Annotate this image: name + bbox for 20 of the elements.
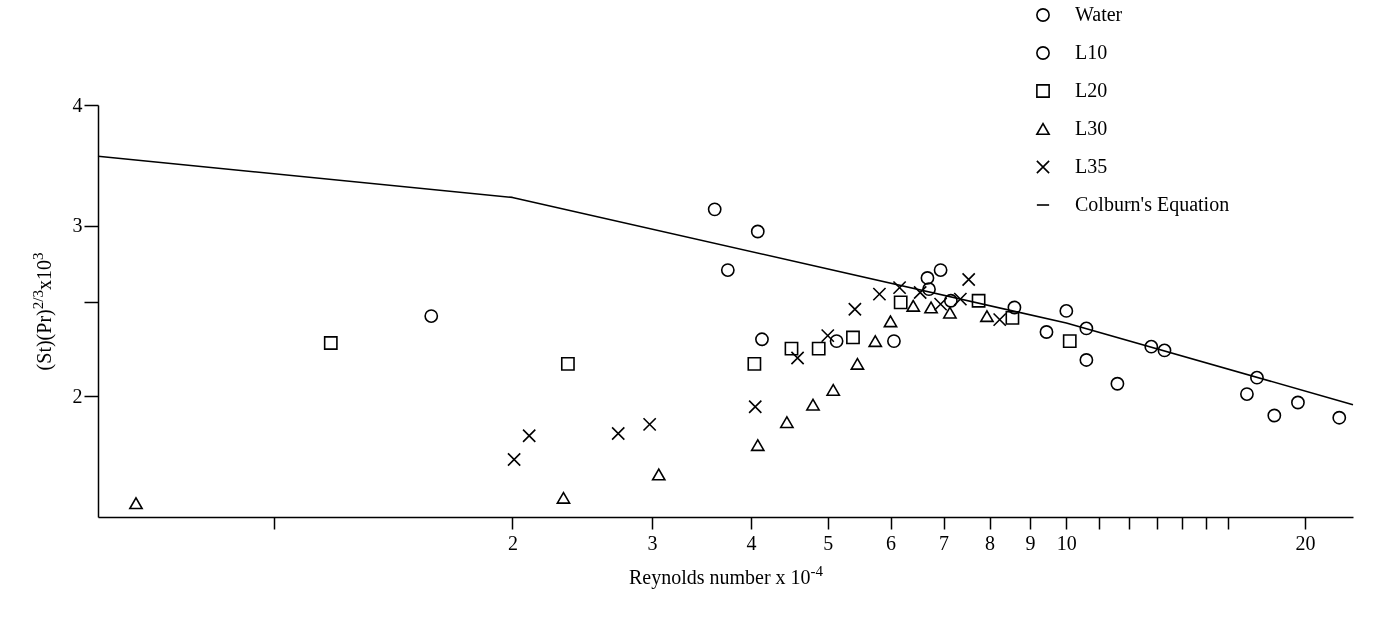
y-tick-label: 4 bbox=[72, 93, 83, 116]
x-tick-label: 5 bbox=[823, 531, 834, 554]
x-tick-label: 2 bbox=[507, 531, 518, 554]
legend-label: L30 bbox=[1075, 117, 1108, 139]
legend-label: L10 bbox=[1075, 41, 1108, 63]
x-tick-label: 6 bbox=[886, 531, 897, 554]
x-tick-label: 4 bbox=[746, 531, 757, 554]
x-tick-label: 20 bbox=[1295, 531, 1316, 554]
legend-label: Water bbox=[1075, 3, 1123, 25]
y-tick-label: 2 bbox=[72, 384, 83, 407]
legend-label: L20 bbox=[1075, 79, 1108, 101]
x-tick-label: 3 bbox=[647, 531, 658, 554]
x-tick-label: 9 bbox=[1025, 531, 1036, 554]
x-tick-label: 7 bbox=[939, 531, 950, 554]
legend-label: L35 bbox=[1075, 155, 1108, 177]
x-axis-title: Reynolds number x 10$^{-4}$ bbox=[628, 562, 824, 589]
legend-label: Colburn's Equation bbox=[1075, 193, 1230, 216]
x-tick-label: 8 bbox=[985, 531, 996, 554]
x-tick-label: 10 bbox=[1056, 531, 1077, 554]
y-tick-label: 3 bbox=[72, 214, 83, 237]
